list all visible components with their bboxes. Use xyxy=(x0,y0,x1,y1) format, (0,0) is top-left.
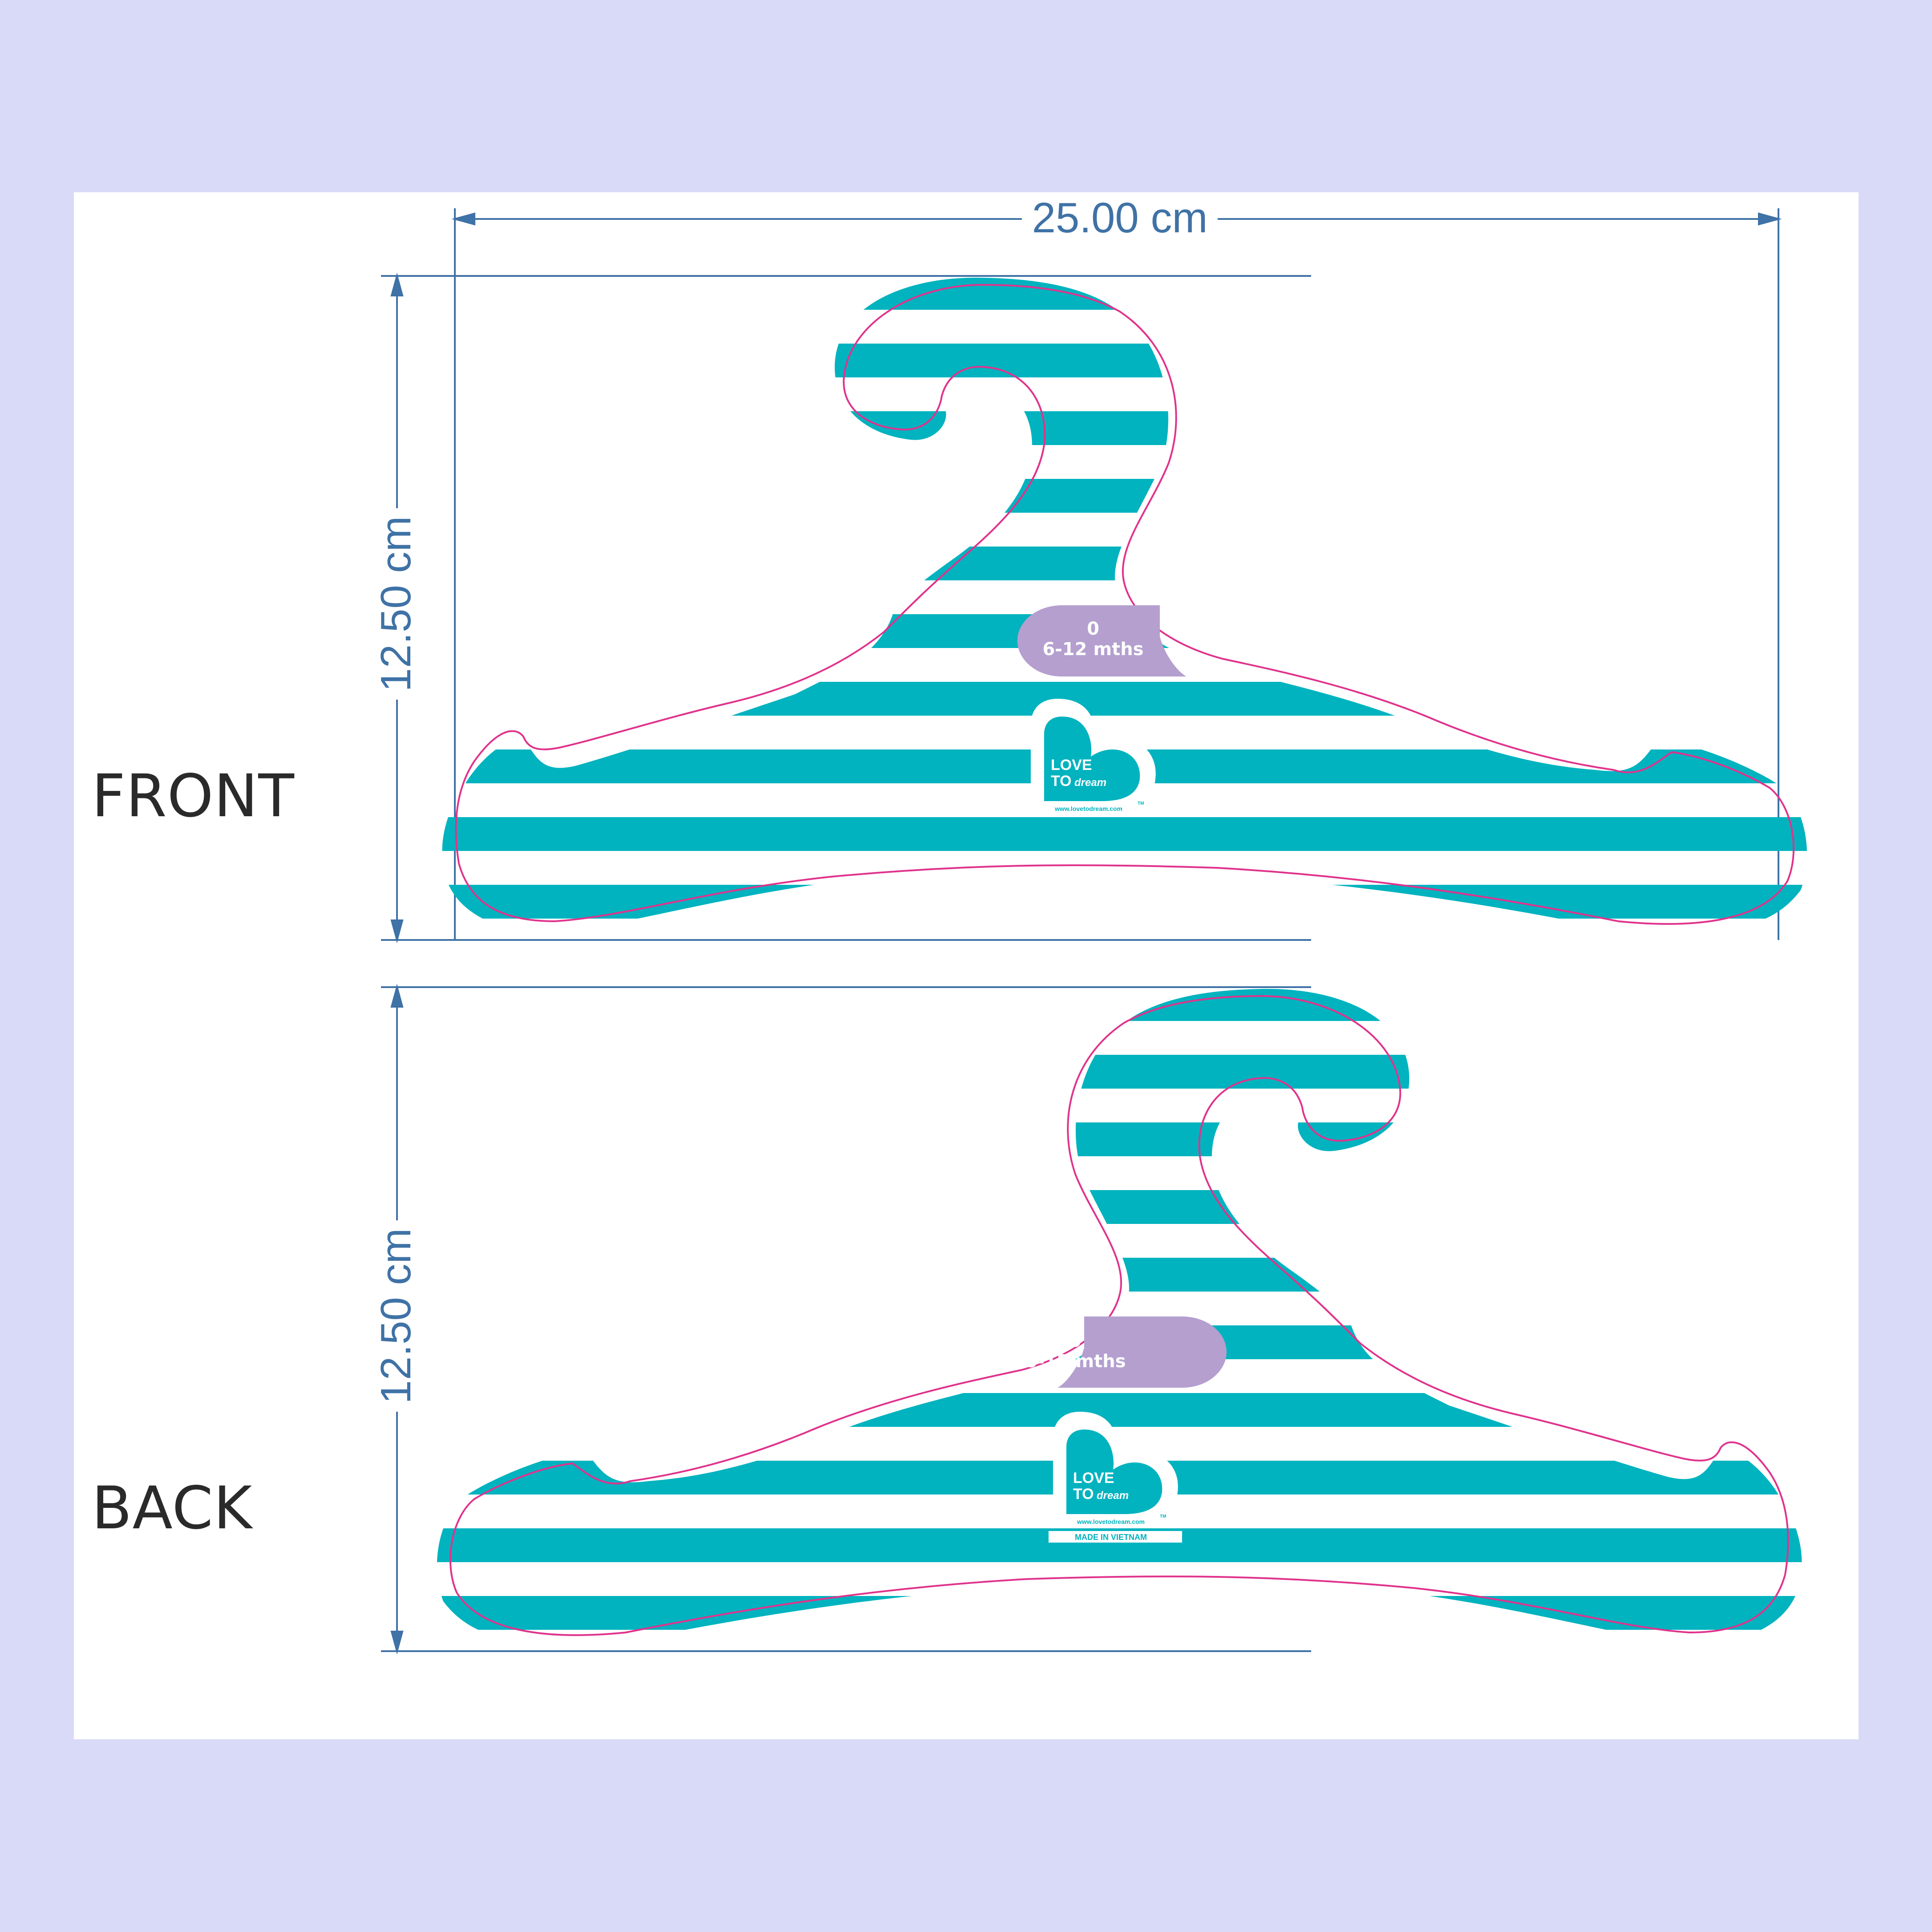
front-logo-to: TO xyxy=(1051,773,1072,790)
back-logo-to: TO xyxy=(1073,1486,1094,1503)
back-size-tag xyxy=(1057,1316,1227,1388)
back-logo-love: LOVE xyxy=(1073,1470,1114,1486)
back-height-dimension xyxy=(381,984,1311,1655)
back-logo-dream: dream xyxy=(1097,1490,1129,1502)
front-logo-love: LOVE xyxy=(1051,757,1092,774)
back-website: www.lovetodream.com xyxy=(1077,1518,1145,1525)
front-height-dimension-label: 12.50 cm xyxy=(372,516,420,692)
artwork-sheet: 25.00 cm 12.50 cm 12.50 cm 0 6-12 mths L… xyxy=(74,192,1859,1739)
width-dimension-label: 25.00 cm xyxy=(1032,194,1208,242)
front-hanger: 0 6-12 mths LOVE TO dream TM www.lovetod… xyxy=(442,277,1807,935)
back-logo-tm: TM xyxy=(1160,1514,1166,1519)
front-logo-dream: dream xyxy=(1074,777,1106,789)
front-logo-tm: TM xyxy=(1138,801,1144,806)
front-size-code: 0 xyxy=(1087,619,1099,639)
hanger-diagram: 25.00 cm 12.50 cm 12.50 cm 0 6-12 mths L… xyxy=(372,194,1807,1655)
back-hanger xyxy=(437,988,1802,1646)
back-love-to-dream-logo: LOVE TO dream TM www.lovetodream.com MAD… xyxy=(1049,1412,1182,1543)
back-made-in: MADE IN VIETNAM xyxy=(1075,1533,1147,1542)
front-love-to-dream-logo: LOVE TO dream TM www.lovetodream.com xyxy=(1031,699,1156,814)
back-height-dimension-label: 12.50 cm xyxy=(372,1228,420,1404)
back-view-label: BACK xyxy=(92,1474,253,1543)
front-height-dimension xyxy=(381,272,1311,944)
front-view-label: FRONT xyxy=(92,762,295,830)
back-size-range: 6-12 mths xyxy=(1025,1351,1126,1372)
back-size-code: 0 xyxy=(1069,1331,1081,1351)
front-website: www.lovetodream.com xyxy=(1054,805,1122,812)
front-size-tag: 0 6-12 mths xyxy=(1017,605,1187,676)
front-size-range: 6-12 mths xyxy=(1042,639,1143,660)
